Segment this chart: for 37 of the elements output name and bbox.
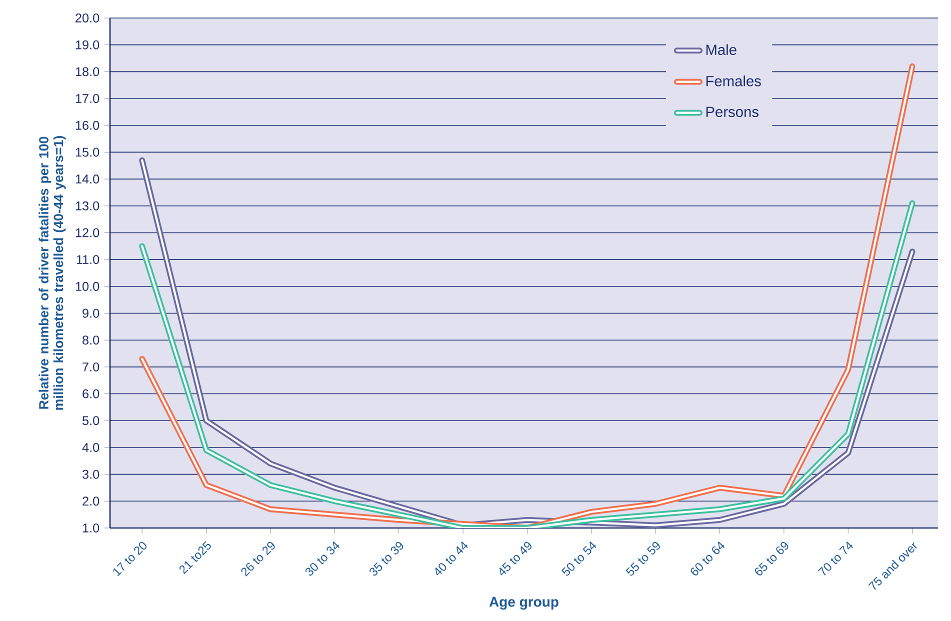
x-tick-label: 30 to 34	[305, 542, 340, 576]
x-tick-label: 26 to 29	[241, 542, 275, 576]
y-tick-label: 10.0	[76, 282, 100, 291]
x-tick-label: 75 and over	[868, 542, 917, 590]
x-axis-title: Age group	[489, 597, 558, 610]
legend-label: Male	[706, 44, 736, 55]
x-tick-label: 60 to 64	[690, 542, 725, 576]
y-tick-label: 3.0	[82, 470, 100, 479]
x-tick-label: 45 to 49	[500, 542, 532, 576]
legend-label: Persons	[706, 106, 758, 118]
legend-label: Females	[706, 76, 761, 86]
x-tick-label: 35 to 39	[370, 542, 404, 576]
y-tick-label: 13.0	[76, 201, 100, 210]
y-tick-label: 15.0	[76, 148, 100, 157]
x-tick-label: 50 to 54	[562, 542, 596, 576]
y-tick-label: 11.0	[76, 255, 100, 264]
x-tick-label: 40 to 44	[435, 542, 468, 576]
y-tick-label: 14.0	[76, 174, 100, 184]
y-tick-label: 20.0	[76, 14, 100, 22]
y-tick-label: 5.0	[82, 416, 100, 426]
y-tick-label: 16.0	[76, 120, 100, 130]
x-tick-label: 65 to 69	[755, 542, 788, 576]
y-axis-title: Relative number of driver fatalities per 100 million kilometres travelled (40-44 years=1)	[38, 136, 66, 410]
y-tick-label: 8.0	[82, 336, 100, 345]
y-tick-label: 4.0	[82, 442, 100, 452]
y-tick-label: 17.0	[76, 94, 100, 104]
x-tick-label: 55 to 59	[626, 542, 660, 576]
y-tick-label: 2.0	[82, 496, 100, 506]
y-tick-label: 19.0	[76, 40, 100, 50]
x-tick-label: 17 to 20	[113, 542, 147, 576]
y-tick-label: 12.0	[76, 228, 100, 238]
y-tick-label: 18.0	[76, 67, 100, 76]
y-tick-label: 6.0	[82, 389, 100, 398]
y-tick-label: 1.0	[82, 524, 100, 532]
y-tick-label: 7.0	[82, 362, 100, 372]
y-tick-label: 9.0	[82, 308, 100, 318]
x-tick-label: 70 to 74	[818, 542, 853, 576]
